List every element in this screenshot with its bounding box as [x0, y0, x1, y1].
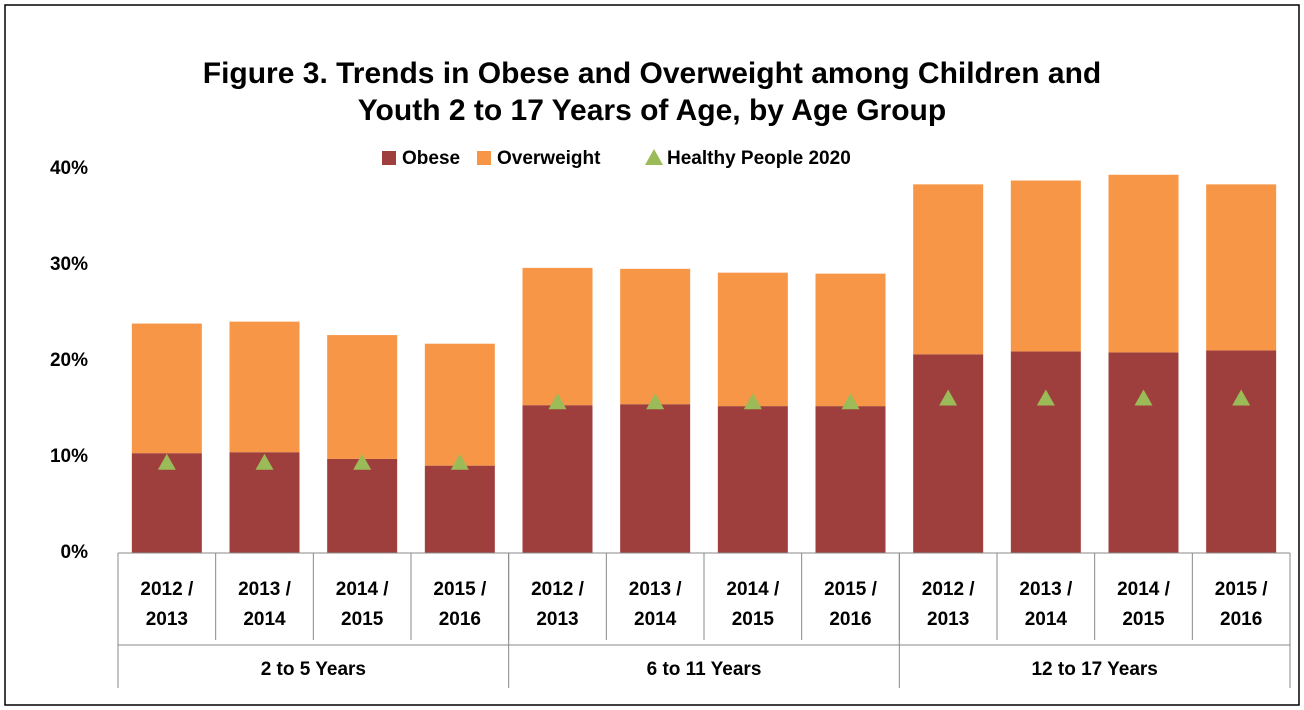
x-tick-label: 2014	[634, 609, 677, 630]
x-tick-label: 2013	[927, 609, 969, 630]
x-tick-label: 2014 /	[336, 579, 390, 600]
x-tick-label: 2015	[1122, 609, 1165, 630]
y-tick-label: 20%	[50, 350, 88, 371]
target-marker	[841, 393, 860, 410]
legend-swatch	[382, 151, 396, 165]
x-tick-label: 2014	[243, 609, 286, 630]
target-marker	[1232, 389, 1251, 406]
bar-segment	[620, 268, 691, 405]
group-label: 12 to 17 Years	[1031, 659, 1157, 680]
bar-segment	[913, 354, 984, 553]
group-label: 2 to 5 Years	[261, 659, 366, 680]
target-marker	[450, 453, 469, 470]
bar-segment	[229, 321, 300, 453]
x-tick-label: 2012 /	[531, 579, 585, 600]
x-tick-label: 2014 /	[726, 579, 780, 600]
target-marker	[743, 393, 762, 410]
target-marker	[548, 393, 567, 410]
chart-title: Youth 2 to 17 Years of Age, by Age Group	[358, 94, 946, 127]
x-tick-label: 2013	[536, 609, 578, 630]
x-tick-label: 2015 /	[433, 579, 487, 600]
target-marker	[353, 453, 372, 470]
target-marker	[1036, 389, 1055, 406]
x-tick-label: 2016	[1220, 609, 1262, 630]
target-marker	[939, 389, 958, 406]
bar-segment	[522, 405, 593, 553]
y-tick-label: 0%	[61, 542, 89, 563]
bar-segment	[1108, 174, 1179, 353]
x-tick-label: 2012 /	[140, 579, 194, 600]
x-tick-label: 2013 /	[238, 579, 292, 600]
bar-segment	[424, 465, 495, 553]
bar-segment	[913, 184, 984, 355]
x-tick-label: 2015	[732, 609, 775, 630]
group-label: 6 to 11 Years	[647, 659, 762, 680]
bar-segment	[1108, 352, 1179, 553]
legend-label: Overweight	[497, 148, 601, 169]
bar-segment	[717, 272, 788, 407]
bar-segment	[1010, 351, 1081, 553]
target-marker	[157, 453, 176, 470]
y-tick-label: 40%	[50, 158, 88, 179]
x-tick-label: 2013 /	[629, 579, 683, 600]
x-tick-label: 2013	[146, 609, 188, 630]
bar-segment	[131, 323, 202, 454]
x-tick-label: 2014 /	[1117, 579, 1171, 600]
legend-label: Obese	[402, 148, 460, 169]
bar-segment	[815, 273, 886, 407]
bar-segment	[620, 404, 691, 553]
bar-segment	[131, 453, 202, 553]
y-tick-label: 30%	[50, 254, 88, 275]
x-tick-label: 2015	[341, 609, 384, 630]
bar-segment	[424, 343, 495, 466]
legend-label: Healthy People 2020	[667, 148, 851, 169]
x-tick-label: 2013 /	[1019, 579, 1073, 600]
x-tick-label: 2014	[1025, 609, 1068, 630]
bar-segment	[717, 406, 788, 553]
bar-segment	[327, 458, 398, 553]
bar-segment	[327, 335, 398, 459]
bar-segment	[522, 267, 593, 406]
x-tick-label: 2012 /	[922, 579, 976, 600]
legend-swatch	[477, 151, 491, 165]
bar-segment	[815, 406, 886, 553]
x-tick-label: 2016	[439, 609, 481, 630]
chart-title: Figure 3. Trends in Obese and Overweight…	[203, 57, 1102, 90]
x-tick-label: 2015 /	[824, 579, 878, 600]
target-marker	[646, 393, 665, 410]
y-tick-label: 10%	[50, 446, 88, 467]
bar-segment	[1206, 184, 1277, 351]
legend-marker	[645, 149, 663, 165]
x-tick-label: 2015 /	[1215, 579, 1269, 600]
target-marker	[255, 453, 274, 470]
bar-segment	[1010, 180, 1081, 352]
x-tick-label: 2016	[829, 609, 871, 630]
target-marker	[1134, 389, 1153, 406]
bar-segment	[1206, 350, 1277, 553]
